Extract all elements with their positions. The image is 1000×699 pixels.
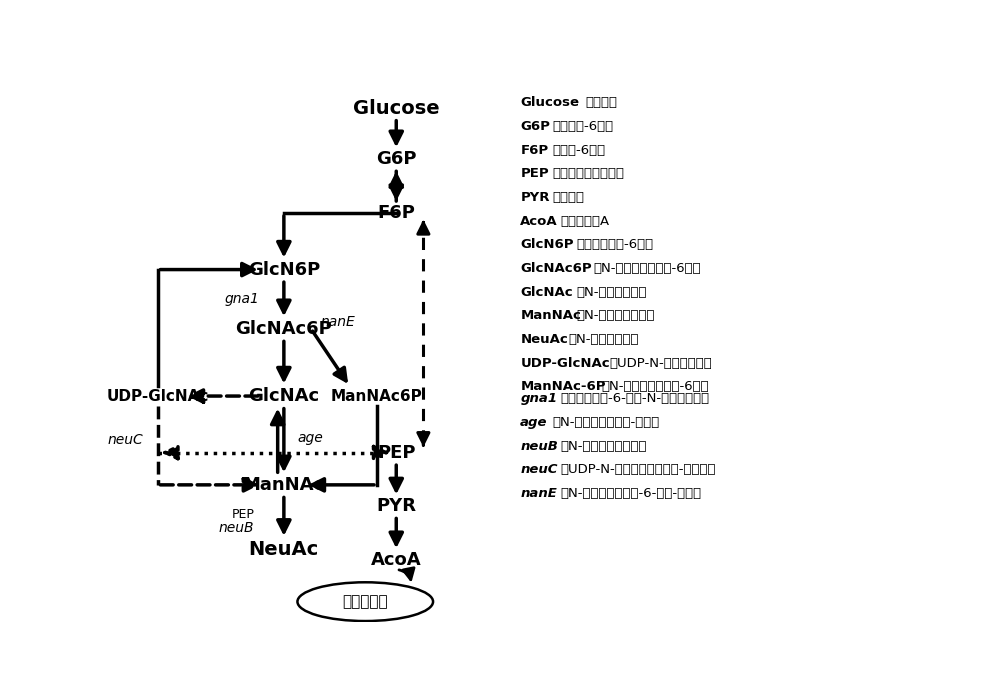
Text: AcoA: AcoA: [520, 215, 558, 228]
Text: ：N-乙酰氨基葡萄: ：N-乙酰氨基葡萄: [577, 286, 647, 298]
Text: gna1: gna1: [520, 392, 557, 405]
Text: UDP-GlcNAc: UDP-GlcNAc: [520, 356, 610, 370]
Text: ManNAc-6P: ManNAc-6P: [520, 380, 606, 394]
Text: ManNAc6P: ManNAc6P: [331, 389, 423, 403]
Text: G6P: G6P: [376, 150, 416, 168]
Text: F6P: F6P: [520, 143, 548, 157]
Text: AcoA: AcoA: [371, 552, 422, 569]
Text: ：UDP-N-乙酰氨基葡萄: ：UDP-N-乙酰氨基葡萄: [609, 356, 712, 370]
Text: GlcNAc6P: GlcNAc6P: [236, 319, 332, 338]
Text: ：N-乙酰氨基甘露糖-6磷酸: ：N-乙酰氨基甘露糖-6磷酸: [601, 380, 709, 394]
Text: ManNAc: ManNAc: [520, 310, 581, 322]
Text: NeuAc: NeuAc: [249, 540, 319, 559]
Text: neuB: neuB: [219, 521, 254, 535]
Text: ：UDP-N-乙酰氨基葡萄糖２-表异构醂: ：UDP-N-乙酰氨基葡萄糖２-表异构醂: [561, 463, 716, 476]
Text: NeuAc: NeuAc: [520, 333, 568, 346]
Text: ：N-乙酰氨基葡萄糖-6-磷酸-异构醂: ：N-乙酰氨基葡萄糖-6-磷酸-异构醂: [561, 487, 702, 500]
Text: ：N-乙酰氨基葡萄糖-异构醂: ：N-乙酰氨基葡萄糖-异构醂: [552, 416, 660, 429]
Text: ：葡萄糖: ：葡萄糖: [585, 96, 617, 109]
Text: ：葡萄糖-6磷酸: ：葡萄糖-6磷酸: [552, 120, 614, 133]
Text: PEP: PEP: [232, 508, 254, 521]
Text: PYR: PYR: [520, 191, 550, 204]
Text: ：氨基葡萄糖-6-磷酸-N-乙酰基转移醂: ：氨基葡萄糖-6-磷酸-N-乙酰基转移醂: [561, 392, 710, 405]
Text: 三羧酸循环: 三羧酸循环: [342, 594, 388, 609]
Text: F6P: F6P: [377, 204, 415, 222]
Text: ：磷酸烯醇式丙酮酸: ：磷酸烯醇式丙酮酸: [552, 167, 624, 180]
Text: PYR: PYR: [376, 498, 416, 515]
Text: ManNAc: ManNAc: [243, 476, 325, 494]
Text: GlcNAc: GlcNAc: [248, 387, 319, 405]
Text: ：丙酮酸: ：丙酮酸: [552, 191, 584, 204]
Text: PEP: PEP: [377, 444, 416, 461]
Text: UDP-GlcNAc: UDP-GlcNAc: [106, 389, 209, 403]
Text: ：乙酰辅醂A: ：乙酰辅醂A: [561, 215, 610, 228]
Text: GlcNAc: GlcNAc: [520, 286, 573, 298]
Text: GlcN6P: GlcN6P: [248, 261, 320, 279]
Text: GlcN6P: GlcN6P: [520, 238, 574, 252]
Text: Glucose: Glucose: [353, 99, 440, 117]
Text: ：果糖-6磷酸: ：果糖-6磷酸: [552, 143, 606, 157]
Text: nanE: nanE: [321, 315, 356, 329]
Text: GlcNAc6P: GlcNAc6P: [520, 262, 592, 275]
Text: ：N-乙酰氨基甘露糖: ：N-乙酰氨基甘露糖: [577, 310, 655, 322]
Text: ：N-乙酰氨基葡萄糖-6磷酸: ：N-乙酰氨基葡萄糖-6磷酸: [593, 262, 701, 275]
Text: Glucose: Glucose: [520, 96, 579, 109]
Text: nanE: nanE: [520, 487, 557, 500]
Text: ：氨基葡萄糖-6磷酸: ：氨基葡萄糖-6磷酸: [577, 238, 654, 252]
Text: neuB: neuB: [520, 440, 558, 453]
Text: age: age: [520, 416, 548, 429]
Text: ：N-乙酰神经氨酸: ：N-乙酰神经氨酸: [569, 333, 639, 346]
Text: age: age: [298, 431, 324, 445]
Text: G6P: G6P: [520, 120, 550, 133]
Text: PEP: PEP: [520, 167, 549, 180]
Text: neuC: neuC: [520, 463, 558, 476]
Text: ：N-乙酰神经氨酸合醂: ：N-乙酰神经氨酸合醂: [561, 440, 647, 453]
Text: neuC: neuC: [108, 433, 144, 447]
Text: gna1: gna1: [224, 292, 259, 306]
